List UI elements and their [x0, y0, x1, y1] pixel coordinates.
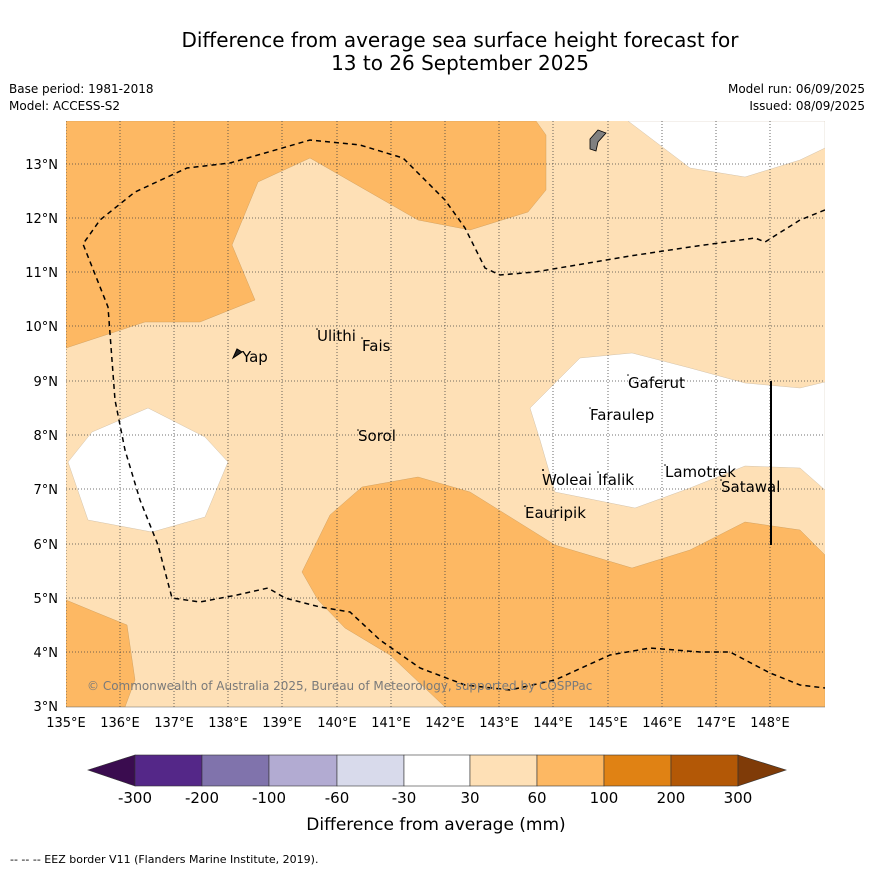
lat-label: 11°N: [25, 266, 58, 281]
lon-label: 147°E: [696, 716, 736, 731]
anomaly-region-neutral-northeast: [627, 121, 825, 178]
map-plot-area: Yap Ulithi Fais Sorol Gaferut Faraulep W…: [66, 121, 825, 707]
colorbar-bin: [536, 754, 605, 787]
colorbar-bin: [603, 754, 672, 787]
colorbar-bin: [336, 754, 405, 787]
label-lamotrek: Lamotrek: [665, 463, 736, 481]
lon-label: 144°E: [533, 716, 573, 731]
eauripik-island: [524, 505, 526, 507]
colorbar-extend-low: [87, 754, 136, 787]
label-ifalik: Ifalik: [598, 471, 634, 489]
satawal-island: [720, 479, 722, 481]
label-eauripik: Eauripik: [525, 504, 586, 522]
latitude-labels: 13°N 12°N 11°N 10°N 9°N 8°N 7°N 6°N 5°N …: [25, 158, 58, 715]
ulithi-island: [316, 328, 318, 330]
colorbar-bin: [469, 754, 538, 787]
label-woleai: Woleai: [542, 471, 592, 489]
colorbar-bin: [403, 754, 471, 787]
colorbar-tick: -200: [185, 789, 219, 807]
label-gaferut: Gaferut: [628, 374, 685, 392]
colorbar-tick: -60: [325, 789, 350, 807]
colorbar-tick: -100: [252, 789, 286, 807]
chart-title-line2: 13 to 26 September 2025: [331, 51, 589, 75]
base-period: Base period: 1981-2018: [9, 82, 154, 96]
lat-label: 4°N: [34, 646, 59, 661]
sorol-island: [357, 429, 359, 431]
lat-label: 3°N: [34, 700, 59, 715]
lat-label: 6°N: [34, 538, 59, 553]
chart-title-line1: Difference from average sea surface heig…: [181, 28, 739, 52]
lon-label: 141°E: [371, 716, 411, 731]
gaferut-island: [627, 374, 629, 376]
model-name: Model: ACCESS-S2: [9, 99, 121, 113]
colorbar-tick: 300: [724, 789, 753, 807]
colorbar-bin: [134, 754, 203, 787]
colorbar-tick: 100: [590, 789, 619, 807]
colorbar-tick: 200: [657, 789, 686, 807]
colorbar-bin: [670, 754, 739, 787]
graticule: [66, 121, 825, 707]
label-fais: Fais: [362, 337, 391, 355]
colorbar-bin: [201, 754, 270, 787]
faraulep-island: [589, 407, 591, 409]
lat-label: 5°N: [34, 592, 59, 607]
label-faraulep: Faraulep: [590, 406, 654, 424]
lon-label: 138°E: [208, 716, 248, 731]
label-sorol: Sorol: [358, 427, 396, 445]
lon-label: 137°E: [154, 716, 194, 731]
lat-label: 10°N: [25, 320, 58, 335]
copyright-notice: © Commonwealth of Australia 2025, Bureau…: [87, 679, 592, 693]
lon-label: 148°E: [750, 716, 790, 731]
lat-label: 7°N: [34, 483, 59, 498]
lat-label: 12°N: [25, 212, 58, 227]
issued-date: Issued: 08/09/2025: [749, 99, 865, 113]
model-run: Model run: 06/09/2025: [727, 82, 865, 96]
anomaly-region-neutral-west: [67, 407, 229, 533]
colorbar-extend-high: [737, 754, 787, 787]
lamotrek-island: [664, 464, 666, 466]
lon-label: 146°E: [642, 716, 682, 731]
colorbar-tick: 60: [527, 789, 546, 807]
lon-label: 140°E: [317, 716, 357, 731]
colorbar-ticks: -300 -200 -100 -60 -30 30 60 100 200 300: [118, 789, 752, 807]
lat-label: 8°N: [34, 429, 59, 444]
lon-label: 135°E: [46, 716, 86, 731]
anomaly-region-neutral-east: [529, 352, 825, 509]
label-yap: Yap: [241, 348, 268, 366]
guam-island: [589, 129, 607, 152]
lon-label: 139°E: [262, 716, 302, 731]
anomaly-region-60-100-south: [301, 476, 825, 707]
lat-label: 13°N: [25, 158, 58, 173]
label-satawal: Satawal: [721, 478, 780, 496]
yap-island: [231, 348, 243, 360]
colorbar-tick: -300: [118, 789, 152, 807]
eez-legend-footnote: -- -- -- EEZ border V11 (Flanders Marine…: [10, 853, 319, 866]
lat-label: 9°N: [34, 375, 59, 390]
anomaly-region-60-100-north: [66, 121, 547, 349]
lon-label: 145°E: [588, 716, 628, 731]
colorbar-tick: -30: [392, 789, 417, 807]
anomaly-region-60-100-southwest: [66, 599, 136, 707]
colorbar: [87, 754, 787, 787]
fais-island: [361, 337, 363, 339]
ifalik-island: [597, 471, 599, 473]
colorbar-bin: [268, 754, 338, 787]
colorbar-tick: 30: [460, 789, 479, 807]
lon-label: 142°E: [425, 716, 465, 731]
lon-label: 143°E: [479, 716, 519, 731]
woleai-island: [542, 469, 544, 471]
longitude-labels: 135°E 136°E 137°E 138°E 139°E 140°E 141°…: [46, 716, 790, 731]
lon-label: 136°E: [100, 716, 140, 731]
colorbar-label: Difference from average (mm): [306, 815, 565, 835]
label-ulithi: Ulithi: [317, 327, 356, 345]
